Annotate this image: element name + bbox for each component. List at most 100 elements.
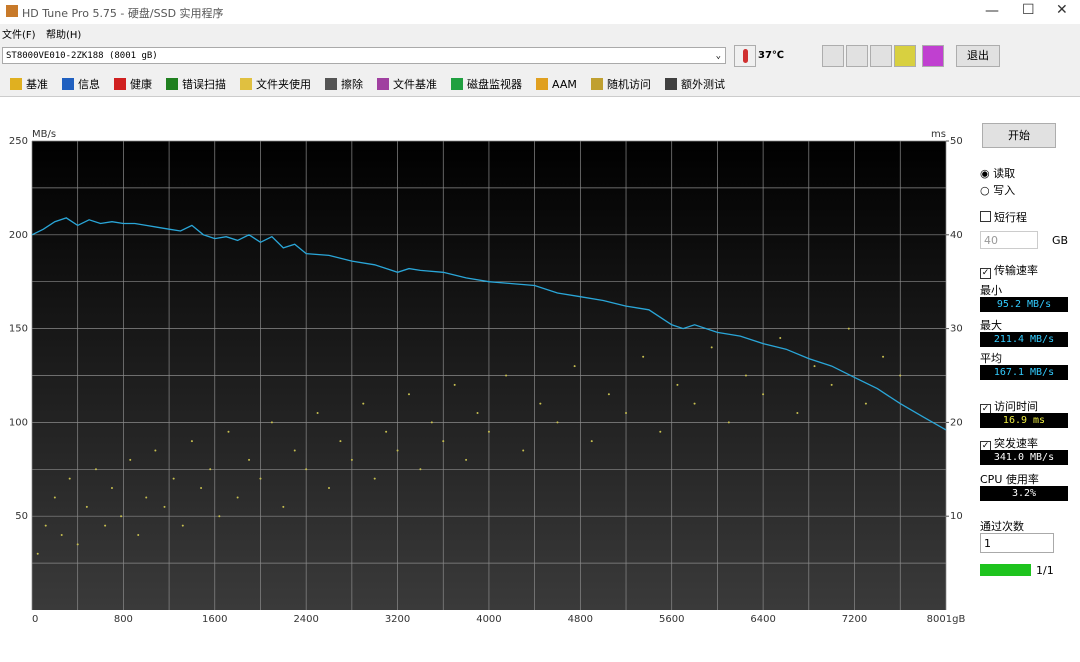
burst-value: 341.0 MB/s xyxy=(980,450,1068,465)
access-time-point xyxy=(385,430,388,433)
access-time-point xyxy=(442,440,445,443)
tab[interactable]: 擦除 xyxy=(325,76,363,94)
y2-tick-label: 50 xyxy=(950,136,963,147)
screenshot-button[interactable] xyxy=(870,45,892,67)
window-title: HD Tune Pro 5.75 - 硬盘/SSD 实用程序 xyxy=(22,7,224,20)
access-time-point xyxy=(779,336,782,339)
tab[interactable]: 额外测试 xyxy=(665,76,725,94)
x-tick-label: 2400 xyxy=(293,614,318,625)
access-time-point xyxy=(137,533,140,536)
menu-bar xyxy=(0,24,1080,40)
access-time-value: 16.9 ms xyxy=(980,413,1068,428)
write-label: 写入 xyxy=(993,184,1016,197)
access-time-point xyxy=(350,458,353,461)
read-radio[interactable]: ◉ 读取 xyxy=(980,167,1016,180)
short-stroke-check[interactable]: 短行程 xyxy=(980,209,1027,225)
access-time-point xyxy=(556,421,559,424)
tab[interactable]: AAM xyxy=(536,76,577,94)
progress-text: 1/1 xyxy=(1036,564,1054,577)
save-button[interactable] xyxy=(922,45,944,67)
menu-item[interactable]: 帮助(H) xyxy=(46,30,82,41)
x-tick-label: 1600 xyxy=(202,614,227,625)
tab-label: 擦除 xyxy=(341,78,363,91)
menu-item[interactable]: 文件(F) xyxy=(2,30,36,41)
tab[interactable]: 健康 xyxy=(114,76,152,94)
access-time-point xyxy=(522,449,525,452)
passes-input[interactable]: 1 xyxy=(980,533,1054,553)
tab[interactable]: 文件夹使用 xyxy=(240,76,311,94)
access-time-point xyxy=(659,430,662,433)
tab-icon xyxy=(665,78,677,90)
passes-value: 1 xyxy=(984,537,991,550)
access-time-point xyxy=(744,374,747,377)
close-button[interactable]: ✕ xyxy=(1056,2,1068,18)
passes-label: 通过次数 xyxy=(980,520,1024,533)
tab-icon xyxy=(62,78,74,90)
access-time-point xyxy=(236,496,239,499)
tab-icon xyxy=(114,78,126,90)
access-time-point xyxy=(830,383,833,386)
tab-label: 基准 xyxy=(26,78,48,91)
copy-all-button[interactable] xyxy=(846,45,868,67)
x-tick-label: 7200 xyxy=(842,614,867,625)
tab[interactable]: 基准 xyxy=(10,76,48,94)
access-time-point xyxy=(305,468,308,471)
options-button[interactable] xyxy=(894,45,916,67)
tab[interactable]: 磁盘监视器 xyxy=(451,76,522,94)
tab[interactable]: 随机访问 xyxy=(591,76,651,94)
tab-icon xyxy=(451,78,463,90)
access-time-point xyxy=(218,515,221,518)
tab-icon xyxy=(377,78,389,90)
tab[interactable]: 错误扫描 xyxy=(166,76,226,94)
access-time-point xyxy=(60,533,63,536)
access-time-point xyxy=(419,468,422,471)
access-time-point xyxy=(693,402,696,405)
access-time-point xyxy=(68,477,71,480)
read-label: 读取 xyxy=(993,167,1016,180)
access-time-point xyxy=(813,365,816,368)
access-time-point xyxy=(129,458,132,461)
write-radio[interactable]: ○ 写入 xyxy=(980,184,1016,197)
access-time-point xyxy=(727,421,730,424)
temperature: 37℃ xyxy=(758,50,785,61)
access-time-point xyxy=(76,543,79,546)
progress-bar xyxy=(980,564,1031,576)
access-time-point xyxy=(145,496,148,499)
maximize-button[interactable]: ☐ xyxy=(1022,2,1035,18)
tab-label: 额外测试 xyxy=(681,78,725,91)
tab-label: AAM xyxy=(552,78,577,91)
short-stroke-label: 短行程 xyxy=(994,211,1027,224)
cpu-value: 3.2% xyxy=(980,486,1068,501)
access-time-point xyxy=(227,430,230,433)
temp-icon xyxy=(734,45,756,67)
access-time-point xyxy=(44,524,47,527)
access-time-point xyxy=(465,458,468,461)
tab-icon xyxy=(240,78,252,90)
access-time-point xyxy=(710,346,713,349)
access-time-point xyxy=(676,383,679,386)
transfer-rate-check[interactable]: ✓ 传输速率 xyxy=(980,264,1038,279)
tab-icon xyxy=(10,78,22,90)
start-button[interactable]: 开始 xyxy=(982,123,1056,148)
cpu-label: CPU 使用率 xyxy=(980,473,1039,486)
tab[interactable]: 信息 xyxy=(62,76,100,94)
burst-label: 突发速率 xyxy=(994,437,1038,450)
avg-value: 167.1 MB/s xyxy=(980,365,1068,380)
minimize-button[interactable]: — xyxy=(985,3,999,19)
short-stroke-input[interactable]: 40 xyxy=(980,231,1038,249)
access-time-point xyxy=(476,412,479,415)
drive-select[interactable]: ST8000VE010-2ZK188 (8001 gB) ⌄ xyxy=(2,47,726,64)
access-time-point xyxy=(487,430,490,433)
access-time-point xyxy=(339,440,342,443)
min-value: 95.2 MB/s xyxy=(980,297,1068,312)
access-time-point xyxy=(373,477,376,480)
tab-label: 磁盘监视器 xyxy=(467,78,522,91)
tab-icon xyxy=(536,78,548,90)
access-time-point xyxy=(104,524,107,527)
access-time-check[interactable]: ✓ 访问时间 xyxy=(980,400,1038,415)
tab[interactable]: 文件基准 xyxy=(377,76,437,94)
exit-button[interactable]: 退出 xyxy=(956,45,1000,67)
copy-button[interactable] xyxy=(822,45,844,67)
access-time-point xyxy=(163,505,166,508)
